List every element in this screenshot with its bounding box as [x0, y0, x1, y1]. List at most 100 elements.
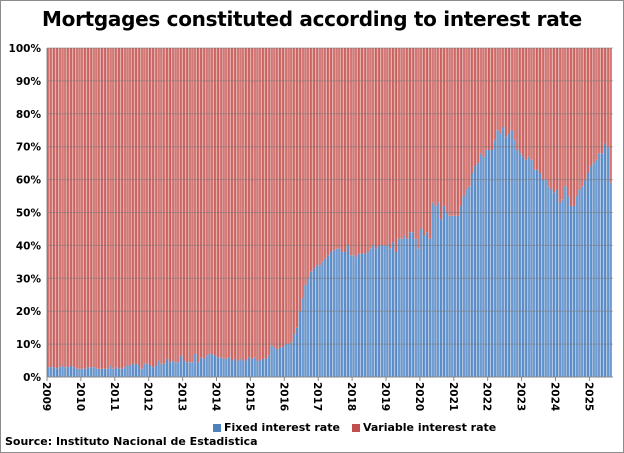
bar-fixed [465, 189, 468, 377]
bar-fixed [115, 367, 118, 377]
bar-variable [117, 48, 121, 369]
bar-variable [581, 48, 584, 187]
bar-fixed [606, 146, 609, 377]
bar-variable [530, 48, 533, 160]
bar-fixed [242, 360, 245, 377]
bar-variable [109, 48, 112, 366]
bar-fixed [558, 202, 561, 377]
bar-variable [499, 48, 502, 134]
bar-variable [163, 48, 166, 364]
bar-variable [335, 48, 338, 249]
bar-fixed [307, 278, 310, 377]
bar-fixed [199, 357, 203, 377]
bar-fixed [572, 205, 575, 377]
bar-fixed [225, 358, 228, 377]
legend-swatch-variable [351, 423, 360, 432]
bar-fixed [100, 368, 104, 377]
bar-variable [98, 48, 101, 369]
bar-fixed [222, 358, 225, 377]
axes: 0% 10% 20% 30% 40% 50% 60% 70% 80% 90% 100% 2009 201… [9, 43, 613, 411]
bar-fixed [284, 344, 287, 377]
bar-fixed [338, 248, 341, 377]
bar-fixed [589, 166, 592, 377]
bar-variable [123, 48, 126, 368]
bar-variable [222, 48, 225, 359]
bar-fixed [165, 358, 169, 377]
bar-variable [205, 48, 208, 356]
bar-fixed [140, 368, 143, 377]
bar-fixed [476, 163, 479, 377]
bar-variable [454, 48, 457, 216]
bar-fixed [341, 251, 344, 377]
bar-fixed [462, 196, 465, 377]
bar-fixed [343, 251, 347, 377]
bar-fixed [445, 212, 448, 377]
bar-fixed [290, 342, 293, 377]
bar-fixed [493, 140, 496, 377]
bar-variable [360, 48, 364, 254]
bar-variable [103, 48, 107, 369]
bar-variable [533, 48, 536, 170]
bar-variable [120, 48, 123, 369]
bar-fixed [182, 360, 186, 377]
bar-variable [326, 48, 330, 256]
bar-fixed [468, 186, 471, 377]
bar-fixed [488, 149, 491, 377]
bar-fixed [592, 163, 595, 377]
bar-variable [502, 48, 505, 127]
bar-fixed [332, 250, 335, 377]
bar-variable [92, 48, 95, 368]
bar-variable [262, 48, 265, 359]
bar-fixed [352, 255, 355, 377]
bar-variable [564, 48, 567, 187]
bar-variable [420, 48, 423, 229]
x-tick-label: 2022 [481, 382, 493, 411]
bar-variable [95, 48, 98, 369]
bar-fixed [394, 251, 397, 377]
bar-variable [397, 48, 400, 239]
bar-variable [199, 48, 203, 358]
bar-variable [431, 48, 434, 203]
x-tick-label: 2021 [447, 382, 459, 411]
bar-variable [338, 48, 341, 249]
bar-variable [552, 48, 556, 193]
bar-variable [411, 48, 414, 233]
bar-fixed [482, 156, 485, 377]
bar-variable [408, 48, 412, 233]
bar-fixed [516, 149, 519, 377]
bar-variable [375, 48, 378, 249]
y-tick-label: 30% [16, 273, 42, 285]
bar-variable [428, 48, 431, 239]
bar-variable [157, 48, 160, 361]
bar-fixed [397, 238, 400, 377]
bar-fixed [259, 360, 262, 377]
bar-variable [191, 48, 194, 363]
bar-fixed [414, 238, 417, 377]
bar-fixed [205, 355, 208, 377]
bar-variable [78, 48, 81, 369]
y-tick-label: 60% [16, 175, 42, 187]
bar-fixed [358, 253, 361, 377]
bar-fixed [530, 159, 533, 377]
bar-fixed [349, 255, 352, 377]
y-tick-label: 80% [16, 109, 42, 121]
bar-fixed [301, 298, 304, 377]
bar-variable [202, 48, 205, 359]
bar-fixed [318, 265, 321, 377]
bar-variable [400, 48, 403, 239]
legend-swatch-fixed [213, 423, 221, 432]
x-tick-label: 2011 [108, 382, 120, 411]
bar-fixed [312, 268, 316, 377]
bar-fixed [304, 284, 307, 377]
bar-fixed [471, 173, 474, 377]
bar-fixed [521, 156, 525, 377]
bar-fixed [389, 248, 392, 377]
bar-fixed [126, 365, 129, 377]
bar-variable [567, 48, 570, 197]
bar-fixed [157, 360, 160, 377]
x-tick-label: 2020 [413, 382, 425, 411]
bar-variable [423, 48, 426, 236]
bar-variable [50, 48, 53, 368]
bar-variable [332, 48, 335, 251]
bar-variable [171, 48, 174, 361]
